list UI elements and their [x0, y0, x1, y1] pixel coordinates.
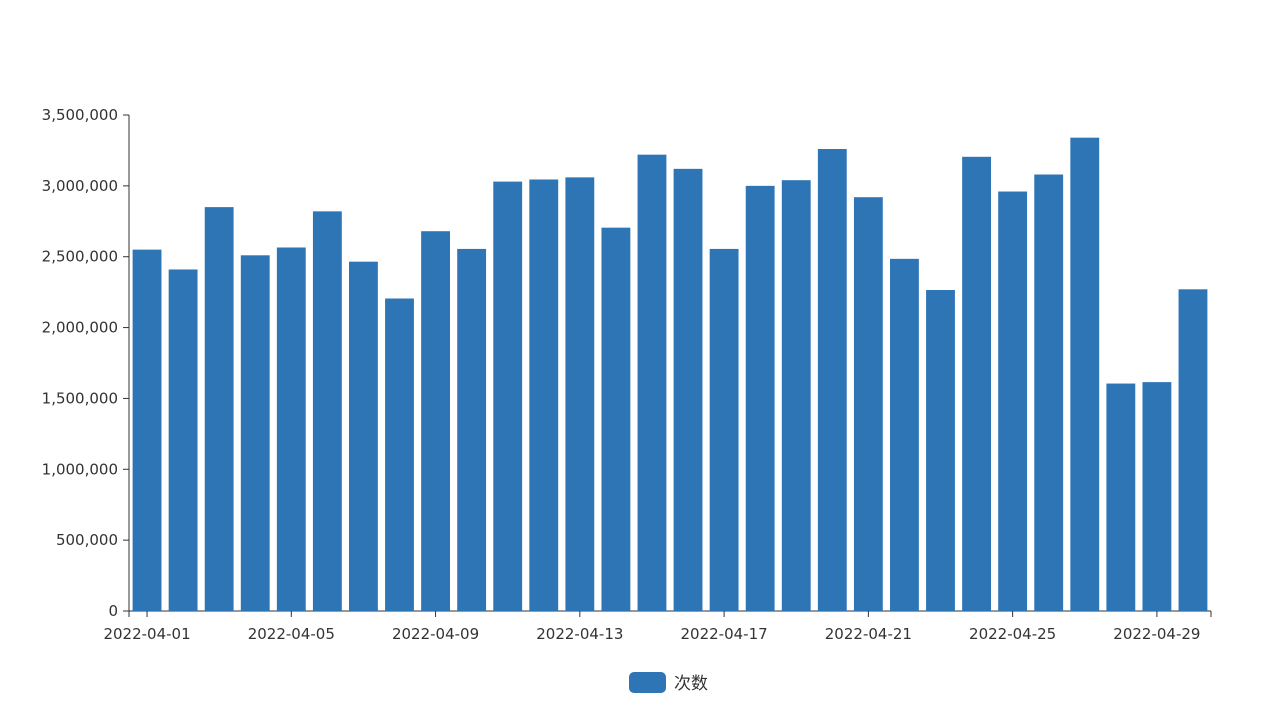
legend[interactable]: 次数	[629, 672, 708, 694]
bar[interactable]	[709, 248, 739, 612]
bar[interactable]	[817, 149, 847, 612]
bar[interactable]	[132, 249, 162, 611]
bar[interactable]	[421, 231, 450, 611]
legend-label[interactable]: 次数	[674, 674, 708, 694]
bar[interactable]	[385, 298, 414, 611]
y-tick-label: 500,000	[56, 531, 118, 549]
bar[interactable]	[565, 177, 595, 611]
bar[interactable]	[1034, 174, 1064, 611]
y-tick-label: 1,000,000	[42, 460, 118, 478]
bars-group	[132, 137, 1208, 612]
bar[interactable]	[1070, 137, 1100, 611]
bar[interactable]	[349, 261, 378, 611]
bar[interactable]	[312, 211, 342, 611]
bar[interactable]	[1178, 289, 1208, 611]
legend-swatch[interactable]	[629, 672, 666, 693]
x-tick-label: 2022-04-09	[392, 625, 479, 643]
x-tick-label: 2022-04-17	[681, 625, 768, 643]
bar[interactable]	[204, 207, 234, 611]
y-tick-label: 2,000,000	[42, 319, 118, 337]
bar[interactable]	[781, 180, 811, 611]
x-axis: 2022-04-01 2022-04-05 2022-04-09 2022-04-13…	[103, 610, 1212, 643]
bar[interactable]	[457, 248, 487, 612]
bar[interactable]	[926, 290, 955, 611]
bar[interactable]	[637, 154, 667, 611]
y-tick-label: 0	[108, 602, 118, 620]
bar[interactable]	[1142, 382, 1172, 611]
bar[interactable]	[998, 191, 1028, 612]
x-tick-label: 2022-04-25	[969, 625, 1056, 643]
bar[interactable]	[962, 156, 991, 611]
bar[interactable]	[745, 185, 775, 611]
x-tick-label: 2022-04-01	[103, 625, 190, 643]
x-tick-label: 2022-04-13	[536, 625, 623, 643]
bar[interactable]	[601, 227, 631, 612]
bar[interactable]	[276, 247, 306, 611]
bar[interactable]	[529, 179, 559, 612]
x-tick-label: 2022-04-21	[825, 625, 912, 643]
y-tick-label: 3,500,000	[42, 106, 118, 124]
bar[interactable]	[890, 258, 919, 611]
y-tick-label: 3,000,000	[42, 177, 118, 195]
y-axis: 0 500,000 1,000,000 1,500,000 2,000,000 2,500…	[42, 106, 130, 620]
x-tick-label: 2022-04-05	[248, 625, 335, 643]
bar[interactable]	[1106, 383, 1136, 611]
bar[interactable]	[493, 181, 523, 611]
bar[interactable]	[240, 255, 270, 611]
bar[interactable]	[168, 269, 198, 611]
y-tick-label: 1,500,000	[42, 389, 118, 407]
bar[interactable]	[853, 197, 883, 612]
y-tick-label: 2,500,000	[42, 248, 118, 266]
x-tick-label: 2022-04-29	[1113, 625, 1200, 643]
bar[interactable]	[673, 168, 703, 611]
